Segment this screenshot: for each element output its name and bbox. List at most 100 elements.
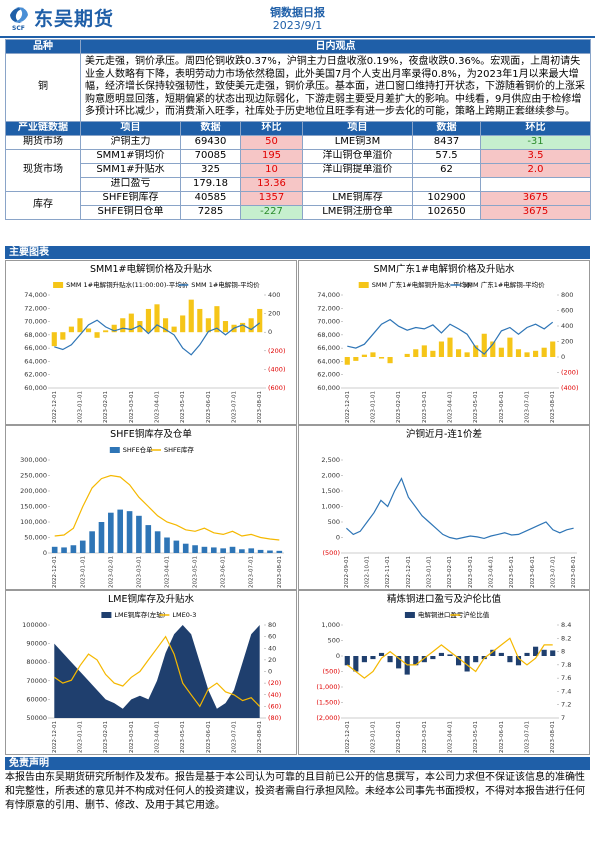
table-row: SMM1#升贴水 325 10 洋山铜提单溢价 62 2.0 — [6, 162, 591, 178]
tick-label: 64,000 — [317, 357, 340, 365]
view-text: 美元走强，铜价承压。周四伦铜收跌0.37%，沪铜主力日盘收涨0.19%，夜盘收跌… — [80, 53, 591, 122]
tick-label: 68,000 — [317, 331, 340, 339]
bar — [267, 550, 273, 553]
cell: 69430 — [180, 134, 241, 150]
tick-label: (80) — [268, 714, 281, 722]
legend-swatch — [53, 282, 64, 288]
line — [346, 637, 553, 679]
x-tick-label: 2023-01-01 — [370, 721, 376, 753]
tick-label: 70,000 — [24, 318, 47, 326]
tick-label: 1,500 — [321, 487, 340, 495]
legend-label: LME铜库存(左轴) — [114, 610, 165, 619]
x-tick-label: 2023-02-01 — [396, 721, 402, 753]
logo-sub: SCF — [12, 25, 25, 32]
cell: 现货市场 — [5, 148, 81, 192]
tick-label: (20) — [268, 679, 281, 687]
legend-label: SHFE库存 — [164, 445, 194, 454]
cell: 库存 — [5, 190, 81, 220]
bar — [51, 546, 58, 553]
bar — [239, 549, 245, 553]
bar — [220, 548, 226, 553]
tick-label: 7.4 — [561, 687, 571, 695]
chart-title: SMM广东1#电解铜价格及升贴水 — [374, 263, 515, 275]
cell: 2.0 — [480, 162, 591, 178]
cell: 洋山铜仓单溢价 — [302, 148, 413, 164]
tick-label: 1,000 — [321, 503, 340, 511]
table-row: 进口盈亏 179.18 13.36 — [6, 176, 591, 192]
section-title: 主要图表 — [5, 246, 590, 259]
bar — [353, 656, 359, 672]
bar — [378, 652, 385, 656]
x-tick-label: 2023-05-01 — [473, 721, 479, 753]
tick-label: 400 — [561, 322, 573, 330]
tick-label: 0 — [336, 652, 340, 660]
header-cell: 品种 — [5, 39, 81, 54]
bar — [137, 321, 143, 333]
legend-label: SMM 广东1#电解铜-平均价 — [463, 280, 545, 289]
bar — [464, 352, 470, 357]
disclaimer-text: 本报告由东吴期货研究所制作及发布。报告是基于本公司认为可靠的且目前已公开的信息撰… — [5, 772, 585, 811]
bar — [413, 349, 419, 357]
tick-label: 100,000 — [20, 518, 47, 526]
tick-label: 500 — [328, 518, 340, 526]
tick-label: 8.4 — [561, 621, 571, 629]
bar — [210, 547, 217, 553]
bar — [205, 318, 211, 333]
bar — [51, 332, 57, 347]
cell: 期货市场 — [5, 134, 81, 150]
table-row: SHFE铜日仓单 7285 -227 LME铜注册仓单 102650 3675 — [6, 204, 591, 220]
tick-label: 200,000 — [20, 487, 47, 495]
doc-date: 2023/9/1 — [272, 19, 323, 32]
x-tick-label: 2023-01-01 — [77, 721, 83, 753]
x-tick-label: 2022-12-01 — [345, 391, 351, 423]
bar — [128, 313, 134, 333]
x-tick-label: 2023-07-01 — [525, 391, 531, 423]
tick-label: 800 — [561, 291, 573, 299]
tick-label: 70000 — [26, 677, 47, 685]
x-tick-label: 2023-06-01 — [530, 556, 536, 588]
x-tick-label: 2023-02-01 — [447, 556, 453, 588]
tick-label: 72,000 — [24, 304, 47, 312]
tick-label: 200 — [561, 338, 573, 346]
cell: 10 — [240, 162, 303, 178]
tick-label: 70,000 — [317, 318, 340, 326]
x-tick-label: 2023-05-01 — [180, 721, 186, 753]
legend-label: 沪伦比值 — [463, 610, 490, 619]
tick-label: 74,000 — [24, 291, 47, 299]
x-tick-label: 2023-07-01 — [232, 391, 238, 423]
cell: 3675 — [480, 204, 591, 220]
line — [345, 477, 574, 540]
chart: 沪铜近月-连1价差 (500) 0 500 1,000 1,500 2,000 2,500 20… — [321, 428, 577, 588]
x-tick-label: 2023-01-01 — [80, 556, 86, 588]
x-tick-label: 2023-04-01 — [165, 556, 171, 588]
cell: 沪铜主力 — [80, 134, 181, 150]
bar — [490, 341, 496, 357]
bar — [77, 318, 83, 333]
tick-label: 50,000 — [24, 534, 47, 542]
cell: 325 — [180, 162, 241, 178]
legend-label: SMM 1#电解铜-平均价 — [191, 280, 260, 289]
logo-text: 东吴期货 — [34, 8, 115, 30]
bar — [524, 652, 530, 656]
chart-title: 沪铜近月-连1价差 — [406, 428, 482, 440]
bar — [94, 332, 100, 338]
tick-label: 68,000 — [24, 331, 47, 339]
bar — [108, 512, 114, 553]
bar — [276, 550, 283, 553]
tick-label: 64,000 — [24, 357, 47, 365]
x-tick-label: 2023-06-01 — [206, 391, 212, 423]
bar — [361, 354, 367, 357]
tick-label: (500) — [323, 668, 340, 676]
bar — [404, 353, 410, 357]
x-tick-label: 2023-08-01 — [550, 721, 556, 753]
bar — [387, 357, 393, 364]
bar — [541, 347, 547, 357]
x-tick-label: 2023-07-01 — [550, 556, 556, 588]
bar — [79, 540, 86, 553]
table-row: 库存 SHFE铜库存 40585 1357 LME铜库存 102900 3675 — [5, 190, 591, 220]
chart-title: LME铜库存及升贴水 — [108, 593, 194, 605]
bar — [201, 546, 208, 553]
bar — [550, 341, 556, 357]
bar — [182, 543, 189, 553]
